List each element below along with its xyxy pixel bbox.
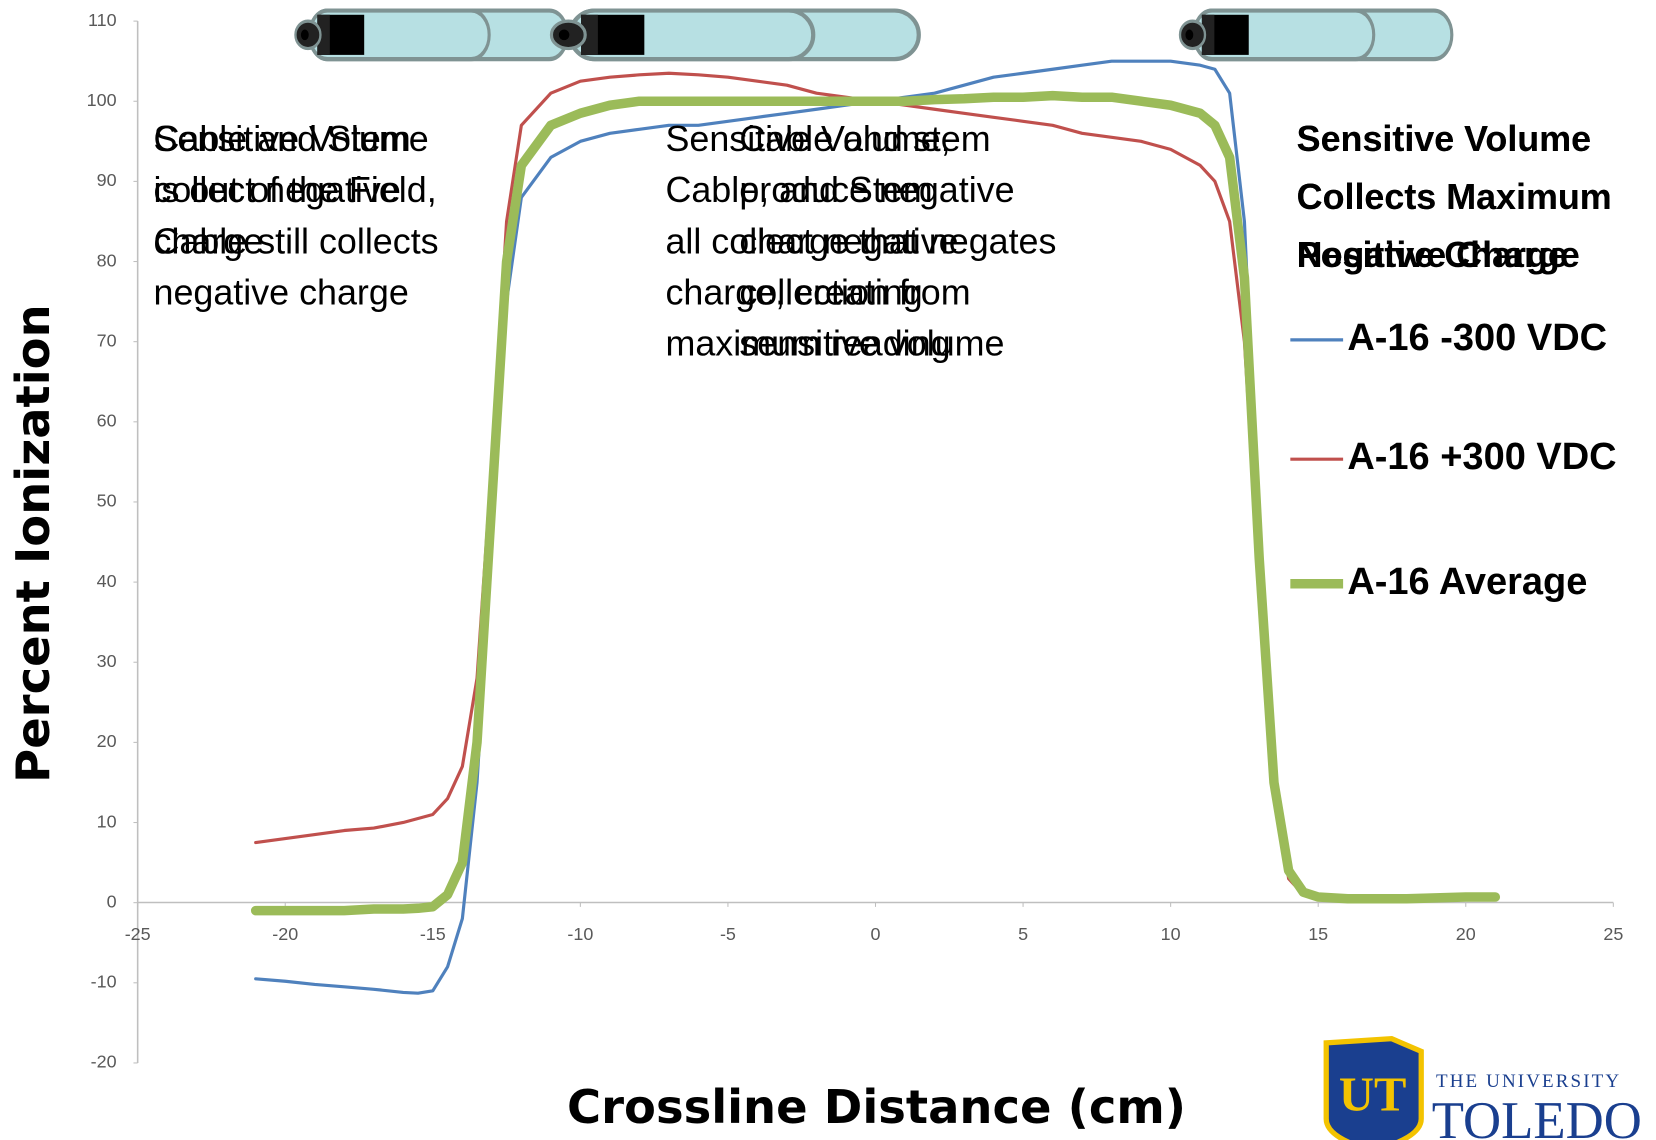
annotation: Cable still collects xyxy=(154,221,439,261)
y-tick-label: 70 xyxy=(97,330,117,350)
annotation: collection from xyxy=(739,273,970,313)
annotation: is out of the Field, xyxy=(154,170,437,210)
annotation: charge, creating xyxy=(665,273,922,313)
y-tick-label: 30 xyxy=(97,651,117,671)
annotation: Collects Maximum xyxy=(1297,177,1612,217)
y-axis-title: Percent Ionization xyxy=(6,304,60,782)
legend-label: A-16 -300 VDC xyxy=(1347,317,1607,359)
y-tick-label: 100 xyxy=(87,90,117,110)
y-tick-label: 0 xyxy=(107,891,117,911)
x-tick-label: 0 xyxy=(871,924,881,944)
y-tick-label: 50 xyxy=(97,491,117,511)
annotation: Sensitive Volume, xyxy=(665,119,950,159)
annotation: Cable and stem xyxy=(739,119,990,159)
x-tick-label: 5 xyxy=(1018,924,1028,944)
annotation: charge xyxy=(154,221,264,261)
annotation: produce negative xyxy=(739,170,1014,210)
y-tick-label: 110 xyxy=(88,10,117,30)
annotation: Collects Maximum xyxy=(1297,177,1612,217)
y-tick-label: -20 xyxy=(91,1052,117,1072)
annotation: all collect negative xyxy=(665,221,958,261)
legend-label: A-16 +300 VDC xyxy=(1347,436,1616,478)
chamber-icons xyxy=(295,11,1451,60)
annotation: Sensitive Volume xyxy=(154,119,429,159)
y-tick-label: 80 xyxy=(97,250,117,270)
logo-initials: UT xyxy=(1339,1067,1406,1121)
legend-label: A-16 Average xyxy=(1347,561,1587,603)
y-tick-label: -10 xyxy=(91,972,117,992)
annotation: charge that negates xyxy=(739,221,1056,261)
logo-line1: THE UNIVERSITY xyxy=(1436,1071,1621,1092)
y-tick-label: 90 xyxy=(97,170,117,190)
annotation: sensitive volume xyxy=(739,324,1004,364)
logo: UT THE UNIVERSITY TOLEDO xyxy=(1323,1035,1642,1140)
x-axis-title: Crossline Distance (cm) xyxy=(567,1080,1186,1134)
x-tick-label: -15 xyxy=(420,924,446,944)
annotation: collect negative xyxy=(154,170,401,210)
annotation: Positive Charge xyxy=(1297,235,1568,275)
annotation: Cable, and Stem xyxy=(665,170,932,210)
x-tick-label: 25 xyxy=(1603,924,1623,944)
y-tick-label: 10 xyxy=(97,811,117,831)
x-tick-label: 15 xyxy=(1308,924,1328,944)
annotation: Cable and Stem xyxy=(154,119,411,159)
y-tick-label: 60 xyxy=(97,411,117,431)
x-tick-label: -5 xyxy=(720,924,736,944)
annotation: Sensitive Volume xyxy=(1297,119,1591,159)
x-tick-label: 10 xyxy=(1161,924,1181,944)
y-tick-label: 40 xyxy=(97,571,117,591)
logo-line2: TOLEDO xyxy=(1432,1092,1642,1140)
x-tick-label: 20 xyxy=(1456,924,1476,944)
x-tick-label: -25 xyxy=(125,924,151,944)
series-line xyxy=(250,90,1501,916)
annotation: negative charge xyxy=(154,273,409,313)
x-tick-label: -10 xyxy=(567,924,593,944)
annotation: maximum reading xyxy=(665,324,950,364)
annotation: Negative Charge xyxy=(1297,235,1580,275)
annotation: Sensitive Volume xyxy=(1297,119,1591,159)
y-tick-label: 20 xyxy=(97,731,117,751)
x-tick-label: -20 xyxy=(272,924,298,944)
